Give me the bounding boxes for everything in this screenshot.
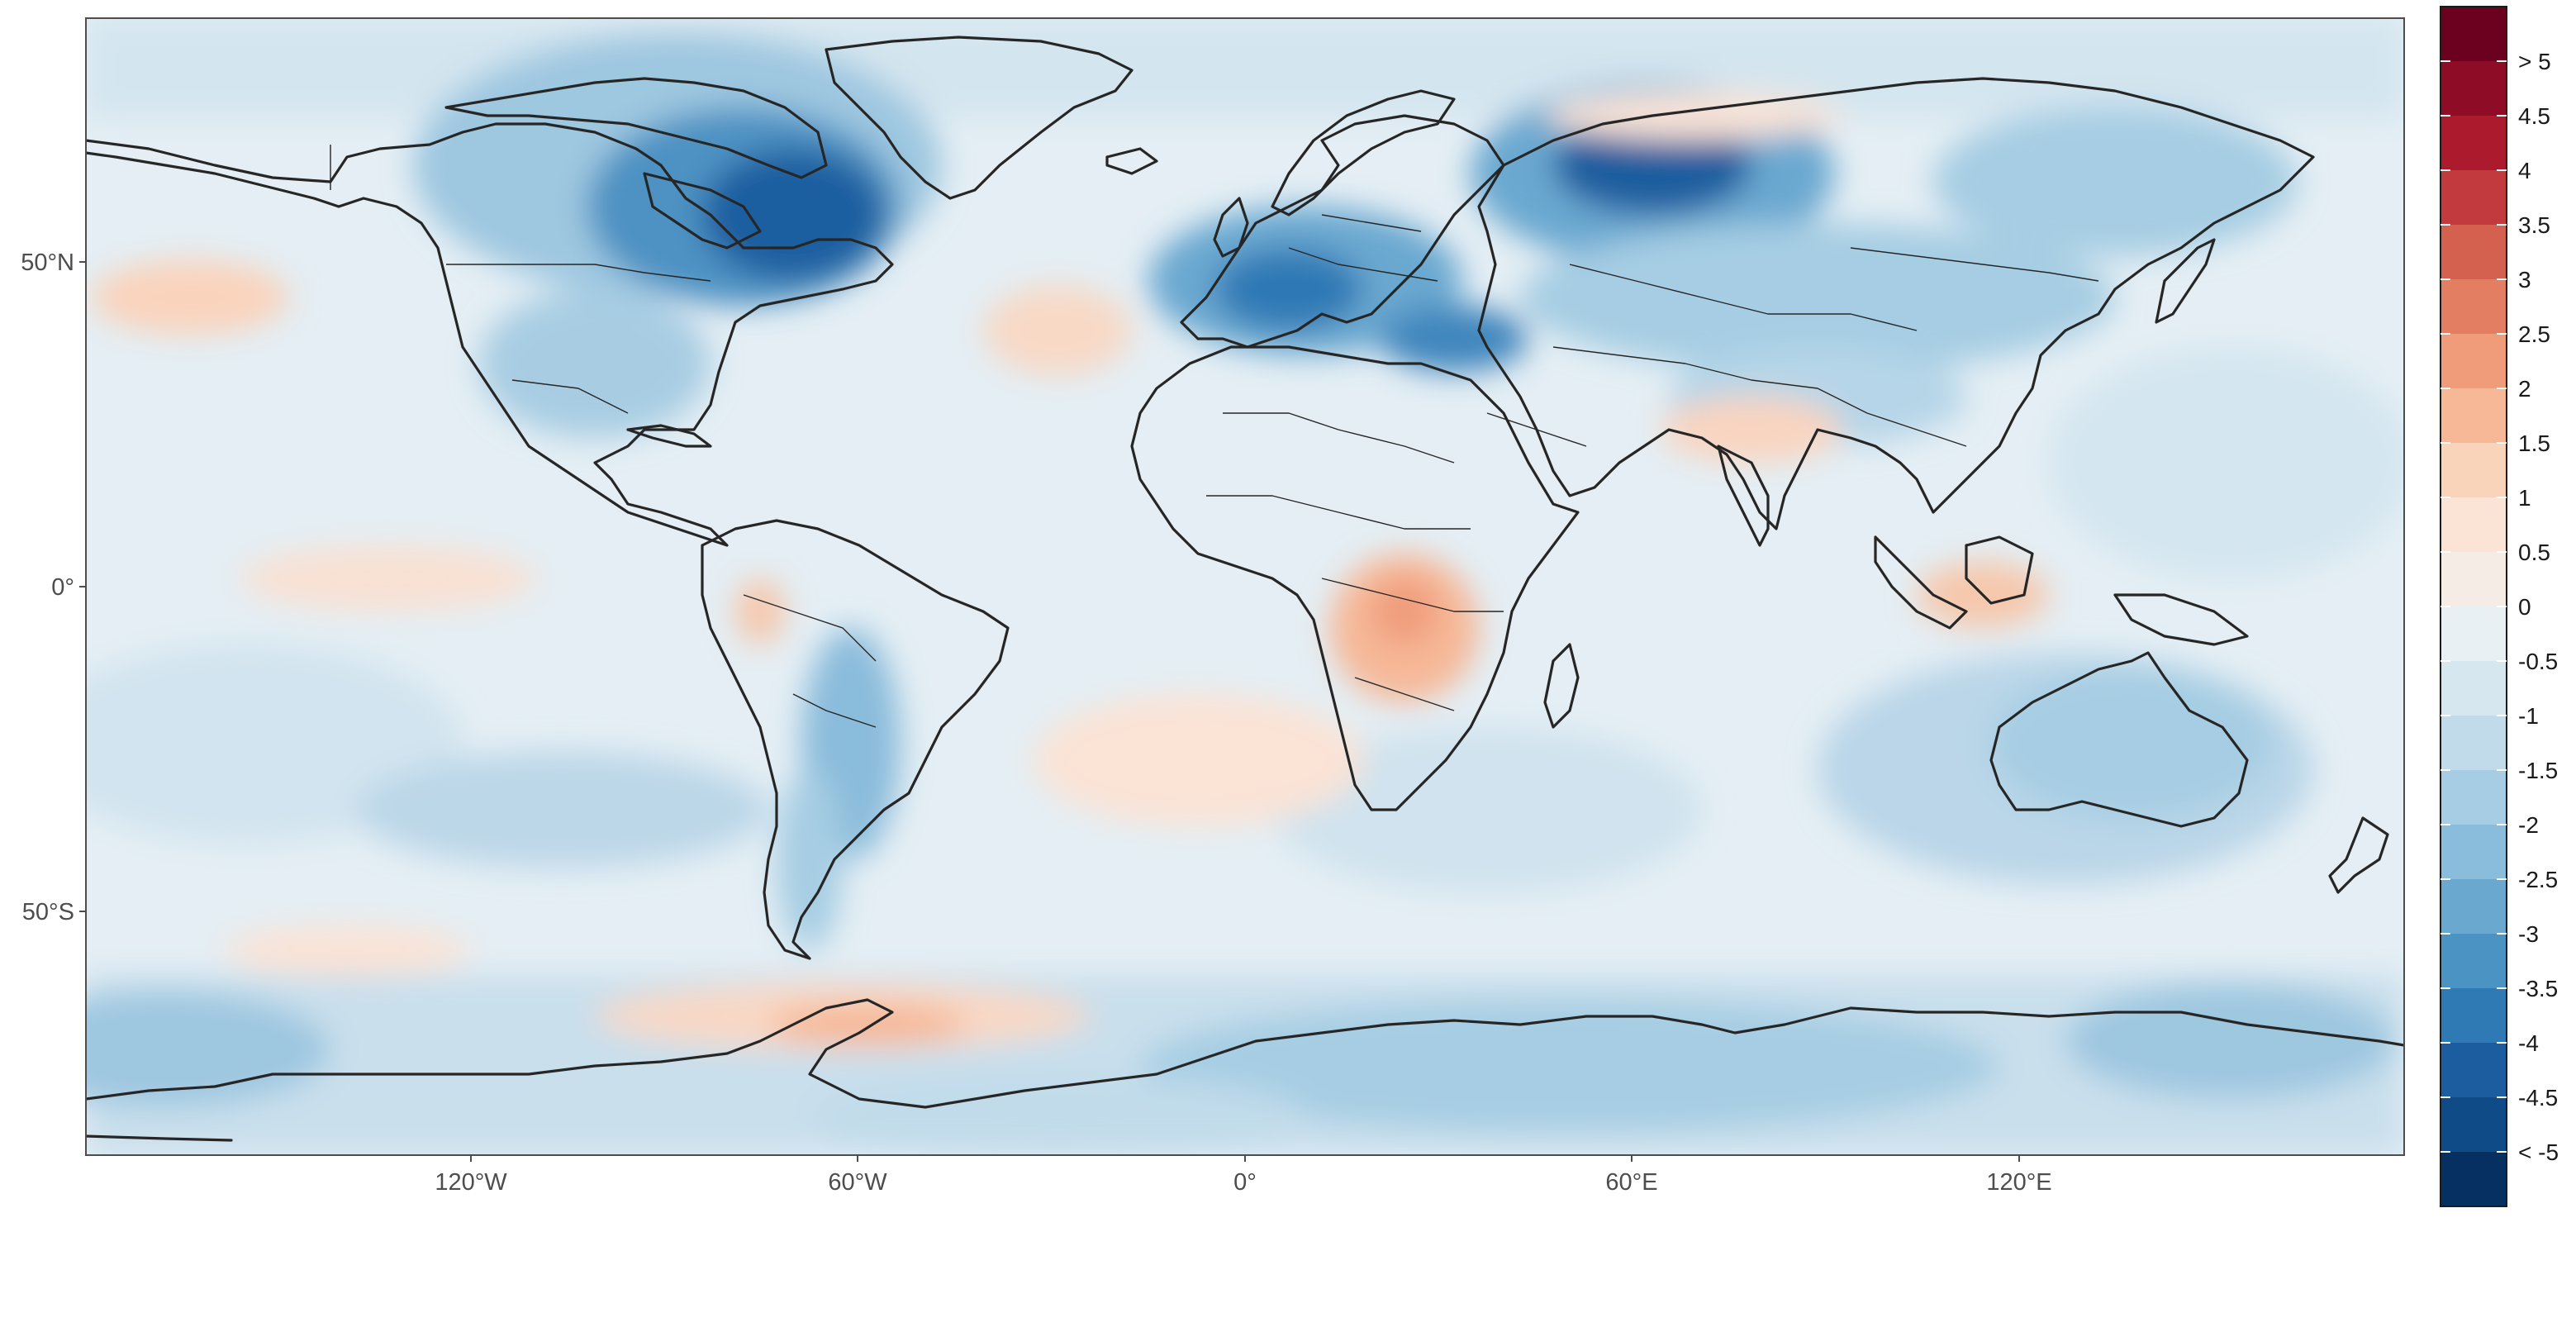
x-axis-labels: 120°W 60°W 0° 60°E 120°E <box>435 1169 2051 1196</box>
colorbar-label: -3 <box>2518 921 2539 947</box>
coast-borneo <box>1965 535 2034 605</box>
coast-asia <box>1477 77 2315 530</box>
colorbar-legend: > 5 4.5 4 3.5 3 2.5 2 1.5 1 0.5 0 -0.5 -1 -1.5 -2 -2.5 -… <box>2440 6 2559 1207</box>
x-tick-label: 60°W <box>828 1169 887 1196</box>
colorbar-label: 0 <box>2518 594 2531 620</box>
colorbar-swatch <box>2441 934 2507 989</box>
coast-south-america <box>701 519 1010 960</box>
coast-japan <box>2155 238 2216 324</box>
coast-africa <box>1130 345 1580 811</box>
colorbar-swatch <box>2441 334 2507 389</box>
country-borders <box>330 145 2099 728</box>
colorbar-label: -2.5 <box>2518 867 2558 892</box>
colorbar-label: 4 <box>2518 158 2531 183</box>
x-tick-label: 60°E <box>1605 1169 1657 1196</box>
y-tick-label: 0° <box>51 574 74 601</box>
x-tick-label: 0° <box>1233 1169 1257 1196</box>
colorbar-label: 2 <box>2518 376 2531 402</box>
coast-hudson-bay <box>643 172 762 250</box>
colorbar-label: 4.5 <box>2518 103 2550 129</box>
colorbar-swatch <box>2441 661 2507 716</box>
colorbar-swatch <box>2441 879 2507 935</box>
colorbar-label: 3 <box>2518 267 2531 293</box>
colorbar-label: -4.5 <box>2518 1085 2558 1111</box>
coast-new-zealand <box>2328 816 2389 894</box>
coastlines <box>86 36 2404 1142</box>
coast-scandinavia <box>1271 89 1456 216</box>
colorbar-swatch <box>2441 61 2507 117</box>
colorbar-label: -1.5 <box>2518 758 2558 783</box>
coast-antarctica <box>86 998 2404 1109</box>
coast-madagascar <box>1543 643 1580 729</box>
coast-iceland <box>1105 147 1158 175</box>
coast-india <box>1717 445 1770 547</box>
colorbar-swatch <box>2441 170 2507 226</box>
colorbar-swatch <box>2441 497 2507 553</box>
colorbar-swatch <box>2441 606 2507 662</box>
colorbar-label: -4 <box>2518 1030 2539 1056</box>
coast-europe <box>1180 114 1505 349</box>
coast-uk <box>1213 197 1249 258</box>
colorbar-swatch <box>2441 279 2507 335</box>
coast-arctic-islands <box>444 77 828 179</box>
x-tick-label: 120°W <box>435 1169 507 1196</box>
coast-australia <box>1989 651 2249 828</box>
colorbar-label: -2 <box>2518 812 2539 838</box>
colorbar-swatch <box>2441 552 2507 607</box>
colorbar-swatch <box>2441 116 2507 171</box>
colorbar-swatch <box>2441 770 2507 825</box>
colorbar-label: > 5 <box>2518 49 2551 74</box>
colorbar-swatch <box>2441 7 2507 62</box>
colorbar-swatch <box>2441 825 2507 880</box>
colorbar-label: 3.5 <box>2518 212 2550 238</box>
colorbar-label: -1 <box>2518 703 2539 729</box>
axis-ticks <box>79 261 2020 1162</box>
colorbar-swatch <box>2441 225 2507 280</box>
coast-cuba <box>626 424 712 448</box>
colorbar-swatch <box>2441 1152 2507 1207</box>
colorbar-label: 1.5 <box>2518 430 2550 456</box>
colorbar-swatch <box>2441 1097 2507 1153</box>
colorbar-label: 0.5 <box>2518 540 2550 565</box>
colorbar-swatch <box>2441 443 2507 498</box>
x-tick-label: 120°E <box>1986 1169 2051 1196</box>
coast-indonesia <box>1874 535 1968 630</box>
colorbar-swatch <box>2441 988 2507 1044</box>
colorbar-label: < -5 <box>2518 1139 2559 1165</box>
colorbar-label: -0.5 <box>2518 649 2558 674</box>
map-panel <box>86 18 2404 1155</box>
colorbar-swatch <box>2441 1043 2507 1098</box>
colorbar-swatch <box>2441 716 2507 771</box>
y-tick-label: 50°S <box>22 899 74 925</box>
coast-north-america <box>86 122 894 547</box>
y-tick-label: 50°N <box>21 250 74 276</box>
colorbar-label: 1 <box>2518 485 2531 511</box>
coast-greenland <box>825 36 1134 200</box>
colorbar-swatch <box>2441 388 2507 444</box>
y-axis-labels: 50°N 0° 50°S <box>21 250 74 925</box>
coast-new-guinea <box>2113 593 2249 646</box>
coast-antarctica-ross <box>86 1134 233 1142</box>
colorbar-label: 2.5 <box>2518 321 2550 347</box>
anomaly-field <box>86 18 2404 1155</box>
colorbar-label: -3.5 <box>2518 976 2558 1001</box>
